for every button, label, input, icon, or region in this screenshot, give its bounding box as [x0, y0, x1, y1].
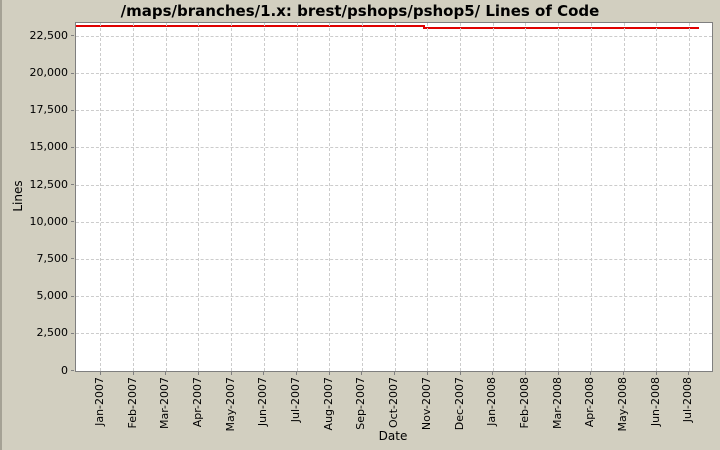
x-axis-tick — [655, 372, 657, 375]
x-tick-label: Oct-2007 — [387, 377, 401, 428]
x-tick-label: Aug-2007 — [321, 377, 335, 431]
y-tick-label: 22,500 — [29, 28, 69, 42]
y-tick-label: 15,000 — [29, 140, 69, 154]
y-axis-tick — [71, 146, 74, 148]
gridline-vertical — [558, 23, 560, 371]
gridline-vertical — [165, 23, 167, 371]
x-tick-label: Jan-2007 — [92, 377, 106, 426]
y-tick-label: 17,500 — [29, 103, 69, 117]
gridline-vertical — [623, 23, 625, 371]
y-tick-label: 10,000 — [29, 214, 69, 228]
x-tick-label: Mar-2007 — [158, 377, 172, 430]
x-axis-tick — [459, 372, 461, 375]
x-axis-tick — [688, 372, 690, 375]
y-tick-label: 2,500 — [36, 326, 69, 340]
gridline-vertical — [198, 23, 200, 371]
gridline-vertical — [656, 23, 658, 371]
y-axis-tick — [71, 295, 74, 297]
y-axis-tick — [71, 184, 74, 186]
x-axis-tick — [590, 372, 592, 375]
x-axis-tick — [99, 372, 101, 375]
x-axis-tick — [197, 372, 199, 375]
y-axis-tick — [71, 332, 74, 334]
gridline-vertical — [329, 23, 331, 371]
y-tick-label: 0 — [61, 363, 68, 377]
x-tick-label: Jun-2007 — [256, 377, 270, 427]
gridline-vertical — [263, 23, 265, 371]
gridline-horizontal — [76, 221, 712, 223]
gridline-horizontal — [76, 147, 712, 149]
x-axis-tick — [361, 372, 363, 375]
x-tick-label: Apr-2007 — [190, 377, 204, 428]
x-tick-label: Jan-2008 — [485, 377, 499, 426]
window-edge — [0, 0, 2, 450]
x-tick-label: Nov-2007 — [419, 377, 433, 431]
x-axis-tick — [492, 372, 494, 375]
x-axis-tick — [557, 372, 559, 375]
x-axis-tick — [394, 372, 396, 375]
x-tick-label: May-2008 — [616, 377, 630, 432]
gridline-horizontal — [76, 110, 712, 112]
gridline-horizontal — [76, 258, 712, 260]
x-axis-tick — [524, 372, 526, 375]
gridline-vertical — [133, 23, 135, 371]
gridline-horizontal — [76, 73, 712, 75]
x-tick-label: Apr-2008 — [583, 377, 597, 428]
y-axis-tick — [71, 370, 74, 371]
x-axis-tick — [623, 372, 625, 375]
y-tick-label: 5,000 — [36, 289, 69, 303]
x-axis-tick — [296, 372, 298, 375]
x-axis-tick — [426, 372, 428, 375]
series-line-lines-of-code — [76, 25, 699, 30]
series-line — [76, 25, 699, 30]
x-axis-title: Date — [378, 429, 408, 443]
y-axis-tick — [71, 221, 74, 223]
gridline-horizontal — [76, 35, 712, 37]
gridline-horizontal — [76, 296, 712, 298]
x-axis-tick — [263, 372, 265, 375]
x-tick-label: Jul-2008 — [681, 377, 695, 423]
y-axis-tick — [71, 72, 74, 74]
x-tick-label: Mar-2008 — [550, 377, 564, 430]
gridline-vertical — [394, 23, 396, 371]
y-tick-label: 20,000 — [29, 66, 69, 80]
y-tick-label: 12,500 — [29, 177, 69, 191]
chart-title: /maps/branches/1.x: brest/pshops/pshop5/… — [120, 2, 600, 20]
gridline-vertical — [460, 23, 462, 371]
gridline-vertical — [525, 23, 527, 371]
x-tick-label: Jun-2008 — [648, 377, 662, 427]
x-tick-label: Jul-2007 — [289, 377, 303, 423]
gridline-vertical — [492, 23, 494, 371]
x-tick-label: Feb-2007 — [125, 377, 139, 429]
gridline-vertical — [688, 23, 690, 371]
y-axis-tick — [71, 109, 74, 111]
x-axis-tick — [230, 372, 232, 375]
x-tick-label: May-2007 — [223, 377, 237, 432]
plot-area — [75, 22, 713, 372]
x-tick-label: Dec-2007 — [452, 377, 466, 431]
gridline-vertical — [427, 23, 429, 371]
gridline-horizontal — [76, 184, 712, 186]
x-tick-label: Sep-2007 — [354, 377, 368, 430]
gridline-vertical — [590, 23, 592, 371]
gridline-vertical — [231, 23, 233, 371]
gridline-vertical — [296, 23, 298, 371]
y-axis-tick — [71, 258, 74, 260]
x-axis-tick — [132, 372, 134, 375]
gridline-vertical — [100, 23, 102, 371]
x-axis-tick — [165, 372, 167, 375]
gridline-vertical — [361, 23, 363, 371]
y-tick-label: 7,500 — [36, 251, 69, 265]
y-axis-tick — [71, 35, 74, 37]
gridline-horizontal — [76, 333, 712, 335]
x-axis-tick — [328, 372, 330, 375]
x-tick-label: Feb-2008 — [517, 377, 531, 429]
